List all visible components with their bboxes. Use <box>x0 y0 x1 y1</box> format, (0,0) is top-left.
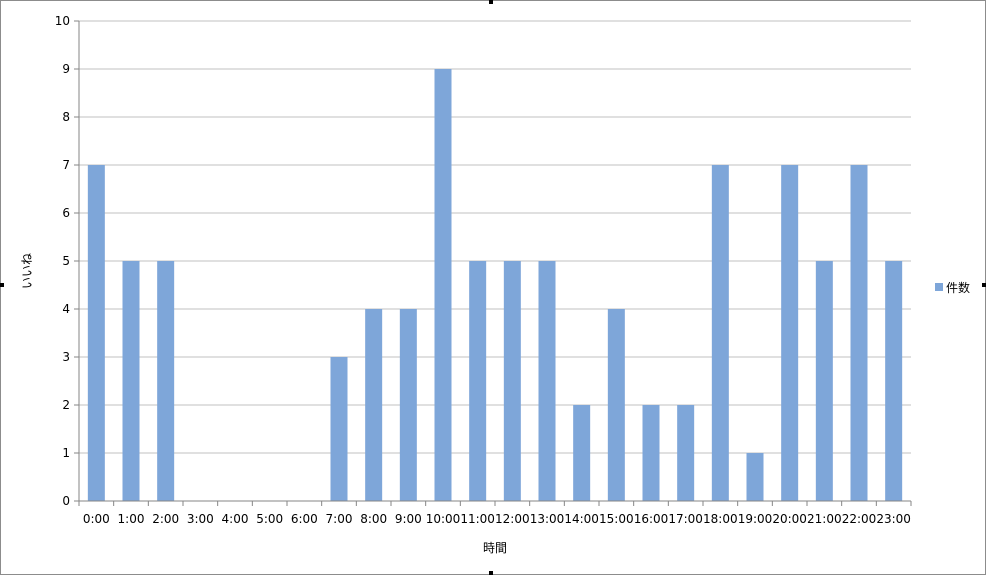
y-tick-label: 0 <box>62 494 70 508</box>
x-tick-label: 0:00 <box>83 512 110 526</box>
bar <box>469 261 487 501</box>
x-tick-label: 23:00 <box>876 512 911 526</box>
resize-handle-top[interactable] <box>489 0 493 4</box>
x-tick-label: 2:00 <box>152 512 179 526</box>
y-tick-label: 9 <box>62 62 70 76</box>
legend[interactable]: 件数 <box>935 280 970 295</box>
x-tick-label: 20:00 <box>772 512 807 526</box>
x-tick-label: 4:00 <box>222 512 249 526</box>
bar <box>122 261 140 501</box>
x-tick-label: 13:00 <box>530 512 565 526</box>
x-tick-label: 5:00 <box>256 512 283 526</box>
resize-handle-left[interactable] <box>0 283 4 287</box>
x-tick-label: 19:00 <box>738 512 773 526</box>
y-tick-label: 8 <box>62 110 70 124</box>
bar <box>87 165 105 501</box>
bar <box>642 405 660 501</box>
x-axis-title: 時間 <box>483 541 507 555</box>
x-tick-label: 6:00 <box>291 512 318 526</box>
y-tick-label: 5 <box>62 254 70 268</box>
x-tick-label: 18:00 <box>703 512 738 526</box>
x-tick-label: 1:00 <box>118 512 145 526</box>
bar <box>538 261 556 501</box>
x-tick-label: 15:00 <box>599 512 634 526</box>
bar <box>573 405 591 501</box>
x-tick-label: 16:00 <box>634 512 669 526</box>
y-tick-label: 3 <box>62 350 70 364</box>
y-tick-label: 1 <box>62 446 70 460</box>
bar <box>607 309 625 501</box>
gridlines <box>79 20 911 454</box>
x-tick-label: 9:00 <box>395 512 422 526</box>
bar <box>781 165 799 501</box>
bar-series <box>87 69 903 501</box>
axes: 0 1 2 3 4 5 6 7 8 9 10 0:00 1:00 2:00 3:00 4:00 5:00 6:00… <box>55 14 912 526</box>
bar <box>815 261 833 501</box>
x-tick-label: 10:00 <box>426 512 461 526</box>
x-tick-label: 14:00 <box>564 512 599 526</box>
bar <box>434 69 452 501</box>
bar <box>503 261 521 501</box>
bar <box>850 165 868 501</box>
x-tick-label: 8:00 <box>360 512 387 526</box>
bar <box>399 309 417 501</box>
y-tick-label: 2 <box>62 398 70 412</box>
bar <box>157 261 175 501</box>
bar <box>365 309 383 501</box>
legend-swatch <box>935 283 943 291</box>
legend-label: 件数 <box>946 280 970 295</box>
x-tick-label: 3:00 <box>187 512 214 526</box>
resize-handle-bottom[interactable] <box>489 571 493 575</box>
bar <box>677 405 695 501</box>
y-tick-label: 10 <box>55 14 70 28</box>
bar <box>885 261 903 501</box>
y-tick-label: 7 <box>62 158 70 172</box>
y-axis-title: いいね <box>20 253 34 289</box>
y-tick-label: 4 <box>62 302 70 316</box>
x-tick-label: 17:00 <box>668 512 703 526</box>
resize-handle-right[interactable] <box>982 283 986 287</box>
x-tick-label: 22:00 <box>842 512 877 526</box>
y-tick-label: 6 <box>62 206 70 220</box>
bar <box>711 165 729 501</box>
x-tick-label: 7:00 <box>326 512 353 526</box>
bar <box>330 357 348 501</box>
bar <box>746 453 764 501</box>
x-tick-label: 12:00 <box>495 512 530 526</box>
x-tick-label: 21:00 <box>807 512 842 526</box>
x-tick-label: 11:00 <box>460 512 495 526</box>
